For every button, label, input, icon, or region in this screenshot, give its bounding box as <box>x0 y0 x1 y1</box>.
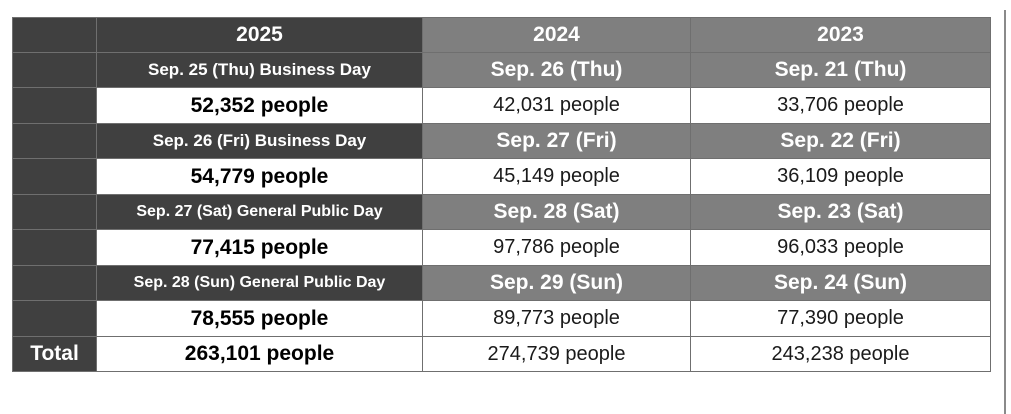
date-2023-day-2: Sep. 22 (Fri) <box>690 123 991 159</box>
total-2025: 263,101 people <box>96 336 423 372</box>
right-divider-line <box>1004 10 1006 414</box>
date-2025-day-1: Sep. 25 (Thu) Business Day <box>96 52 423 88</box>
count-2024-day-3: 97,786 people <box>422 229 691 266</box>
row-stub <box>12 123 97 159</box>
day-2-count-row: 54,779 people 45,149 people 36,109 peopl… <box>12 158 991 195</box>
day-2-date-row: Sep. 26 (Fri) Business Day Sep. 27 (Fri)… <box>12 123 991 159</box>
date-2025-day-4: Sep. 28 (Sun) General Public Day <box>96 265 423 301</box>
corner-cell <box>12 17 97 53</box>
day-1-count-row: 52,352 people 42,031 people 33,706 peopl… <box>12 87 991 124</box>
row-stub <box>12 229 97 266</box>
date-2025-day-3: Sep. 27 (Sat) General Public Day <box>96 194 423 230</box>
count-2023-day-4: 77,390 people <box>690 300 991 337</box>
day-1-date-row: Sep. 25 (Thu) Business Day Sep. 26 (Thu)… <box>12 52 991 88</box>
total-row: Total 263,101 people 274,739 people 243,… <box>12 336 991 372</box>
count-2024-day-4: 89,773 people <box>422 300 691 337</box>
date-2023-day-1: Sep. 21 (Thu) <box>690 52 991 88</box>
row-stub <box>12 52 97 88</box>
count-2025-day-2: 54,779 people <box>96 158 423 195</box>
row-stub <box>12 265 97 301</box>
count-2025-day-3: 77,415 people <box>96 229 423 266</box>
count-2025-day-1: 52,352 people <box>96 87 423 124</box>
date-2023-day-3: Sep. 23 (Sat) <box>690 194 991 230</box>
count-2023-day-1: 33,706 people <box>690 87 991 124</box>
day-4-count-row: 78,555 people 89,773 people 77,390 peopl… <box>12 300 991 337</box>
total-2023: 243,238 people <box>690 336 991 372</box>
year-2024-header: 2024 <box>422 17 691 53</box>
date-2025-day-2: Sep. 26 (Fri) Business Day <box>96 123 423 159</box>
year-2023-header: 2023 <box>690 17 991 53</box>
count-2024-day-2: 45,149 people <box>422 158 691 195</box>
date-2024-day-3: Sep. 28 (Sat) <box>422 194 691 230</box>
date-2024-day-1: Sep. 26 (Thu) <box>422 52 691 88</box>
day-4-date-row: Sep. 28 (Sun) General Public Day Sep. 29… <box>12 265 991 301</box>
attendance-table: 2025 2024 2023 Sep. 25 (Thu) Business Da… <box>12 17 991 372</box>
count-2024-day-1: 42,031 people <box>422 87 691 124</box>
count-2023-day-2: 36,109 people <box>690 158 991 195</box>
year-header-row: 2025 2024 2023 <box>12 17 991 53</box>
row-stub <box>12 158 97 195</box>
row-stub <box>12 87 97 124</box>
day-3-date-row: Sep. 27 (Sat) General Public Day Sep. 28… <box>12 194 991 230</box>
day-3-count-row: 77,415 people 97,786 people 96,033 peopl… <box>12 229 991 266</box>
date-2024-day-4: Sep. 29 (Sun) <box>422 265 691 301</box>
count-2025-day-4: 78,555 people <box>96 300 423 337</box>
year-2025-header: 2025 <box>96 17 423 53</box>
total-2024: 274,739 people <box>422 336 691 372</box>
date-2023-day-4: Sep. 24 (Sun) <box>690 265 991 301</box>
count-2023-day-3: 96,033 people <box>690 229 991 266</box>
total-label: Total <box>12 336 97 372</box>
date-2024-day-2: Sep. 27 (Fri) <box>422 123 691 159</box>
row-stub <box>12 194 97 230</box>
row-stub <box>12 300 97 337</box>
